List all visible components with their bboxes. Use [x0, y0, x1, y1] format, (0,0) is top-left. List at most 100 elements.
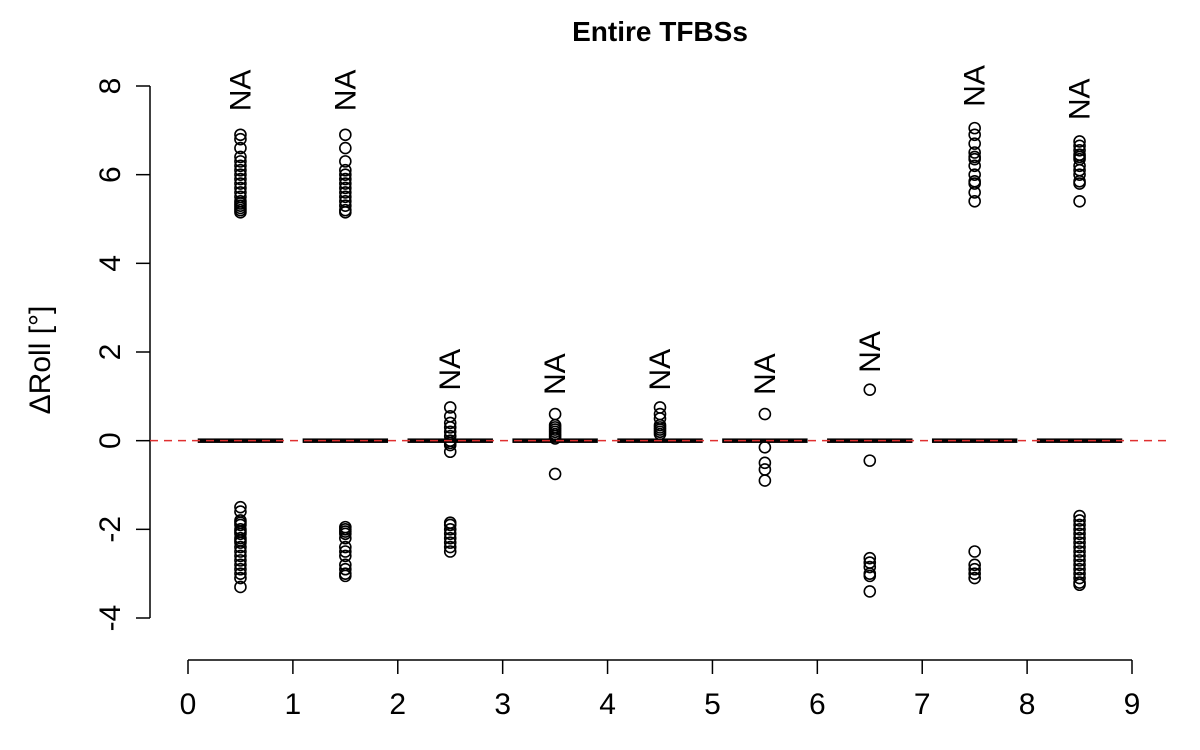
- outlier-point: [968, 177, 981, 190]
- x-tick-label: 7: [914, 688, 931, 721]
- outlier-point: [443, 445, 457, 459]
- outlier-point: [234, 527, 247, 541]
- outlier-point: [758, 456, 772, 470]
- outlier-point: [339, 163, 352, 177]
- na-label-6: NA: [749, 353, 782, 395]
- outlier-point: [968, 562, 981, 576]
- outlier-point: [339, 186, 352, 199]
- outlier-point: [443, 518, 457, 532]
- na-label-3: NA: [434, 349, 467, 391]
- outlier-point: [1073, 143, 1086, 157]
- outlier-point: [653, 427, 667, 441]
- outlier-point: [234, 141, 247, 155]
- y-tick-label: 6: [94, 166, 127, 183]
- outlier-point: [758, 463, 772, 476]
- outlier-point: [968, 567, 981, 580]
- outlier-point: [443, 416, 457, 430]
- outlier-point: [1073, 168, 1086, 181]
- outlier-point: [758, 474, 772, 487]
- outlier-point: [1073, 549, 1086, 563]
- outlier-point: [234, 181, 247, 195]
- outlier-point: [339, 199, 352, 212]
- outlier-point: [968, 121, 981, 135]
- y-tick-label: 8: [94, 78, 127, 95]
- outlier-point: [234, 540, 247, 554]
- x-tick-label: 0: [180, 688, 197, 721]
- x-tick-label: 1: [285, 688, 302, 721]
- outlier-point: [443, 523, 457, 536]
- outlier-point: [234, 155, 247, 168]
- outlier-point: [443, 540, 457, 554]
- outlier-point: [968, 558, 981, 572]
- outlier-point: [758, 441, 772, 454]
- outlier-point: [234, 562, 247, 576]
- outlier-point: [968, 152, 981, 166]
- outlier-point: [234, 150, 247, 164]
- na-label-4: NA: [539, 353, 572, 395]
- na-label-5: NA: [644, 349, 677, 391]
- outlier-point: [1073, 194, 1086, 208]
- outlier-point: [863, 585, 877, 598]
- outlier-point: [443, 401, 457, 414]
- x-tick-label: 9: [1124, 688, 1141, 721]
- outlier-point: [968, 194, 981, 208]
- outlier-point: [968, 571, 981, 585]
- outlier-point: [1073, 518, 1086, 532]
- na-label-1: NA: [224, 70, 257, 112]
- outlier-point: [234, 549, 247, 563]
- outlier-point: [863, 560, 877, 574]
- y-tick-label: 2: [94, 344, 127, 361]
- na-label-7: NA: [854, 331, 887, 373]
- x-tick-label: 5: [704, 688, 721, 721]
- plot-area: -4 -2 0 2 4 6 8 0 1 2 3 4 5 6 7 8 9 NA NA NA NA NA NA NA NA NA: [94, 65, 1170, 721]
- y-tick-label: -2: [94, 516, 127, 543]
- outlier-point: [968, 146, 981, 159]
- outlier-point: [339, 206, 352, 219]
- outlier-point: [443, 438, 457, 452]
- outlier-point: [234, 500, 247, 514]
- x-tick-label: 4: [599, 688, 616, 721]
- outlier-point: [234, 554, 247, 567]
- chart-title: Entire TFBSs: [572, 16, 748, 47]
- outlier-point: [1073, 540, 1086, 554]
- outlier-point: [339, 540, 352, 554]
- outlier-point: [339, 141, 352, 155]
- outlier-point: [1073, 536, 1086, 549]
- x-tick-label: 6: [809, 688, 826, 721]
- outlier-point: [234, 580, 247, 594]
- outlier-point: [234, 571, 247, 585]
- outlier-point: [234, 177, 247, 190]
- outlier-point: [234, 545, 247, 558]
- outlier-point: [863, 383, 877, 396]
- outlier-point: [1073, 509, 1086, 523]
- outlier-point: [1073, 523, 1086, 536]
- outlier-point: [234, 206, 247, 219]
- outlier-point: [863, 454, 877, 467]
- na-label-9: NA: [1064, 78, 1097, 120]
- outlier-point: [339, 168, 352, 181]
- outlier-point: [968, 137, 981, 150]
- outlier-point: [968, 545, 981, 558]
- outlier-point: [339, 527, 352, 541]
- x-tick-label: 3: [494, 688, 511, 721]
- outlier-point: [339, 569, 352, 583]
- outlier-point: [339, 181, 352, 195]
- y-axis-label: ΔRoll [°]: [24, 306, 57, 415]
- x-tick-label: 2: [389, 688, 406, 721]
- outlier-point: [443, 527, 457, 541]
- outlier-point: [339, 128, 352, 142]
- outlier-point: [548, 467, 562, 481]
- outlier-point: [1073, 554, 1086, 567]
- outlier-point: [1073, 135, 1086, 148]
- outlier-point: [234, 128, 247, 142]
- outlier-point: [339, 549, 352, 563]
- outlier-point: [234, 518, 247, 532]
- outlier-point: [1073, 159, 1086, 173]
- outlier-point: [234, 567, 247, 580]
- outlier-point: [443, 531, 457, 545]
- outlier-point: [234, 558, 247, 572]
- outlier-point: [234, 132, 247, 146]
- outlier-point: [968, 186, 981, 199]
- y-tick-label: 0: [94, 432, 127, 449]
- y-tick-label: 4: [94, 255, 127, 272]
